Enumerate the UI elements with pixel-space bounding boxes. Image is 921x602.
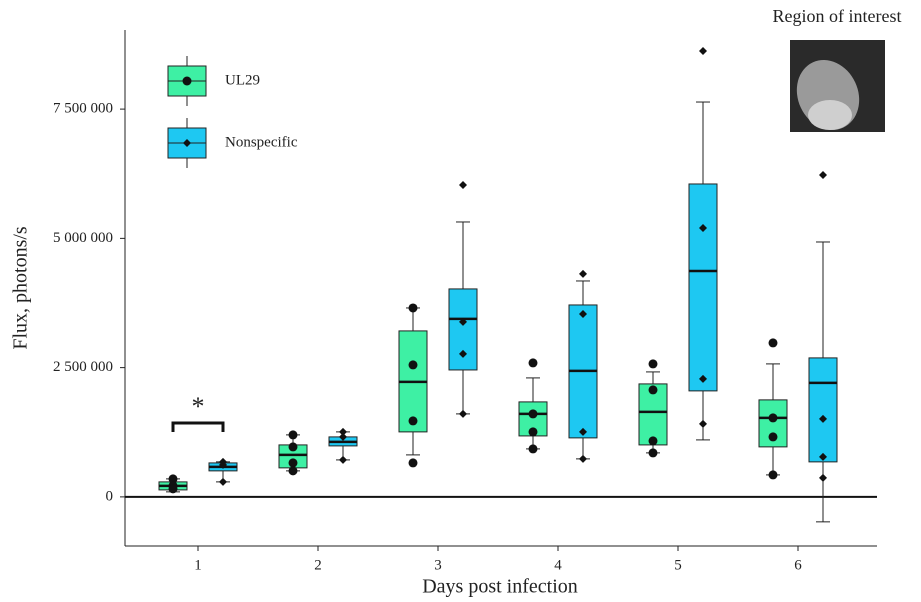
point (648, 448, 658, 458)
x-tick-label: 3 (434, 557, 442, 573)
point (819, 170, 827, 179)
point (339, 455, 347, 464)
point (699, 419, 707, 428)
point (339, 432, 347, 441)
y-tick-label: 5 000 000 (53, 230, 113, 246)
x-axis-title: Days post infection (422, 576, 578, 598)
y-tick-label: 2 500 000 (53, 359, 113, 375)
point (648, 436, 658, 446)
point (288, 430, 298, 440)
point (579, 454, 587, 463)
point (648, 385, 658, 395)
point (819, 452, 827, 461)
annotation: * (192, 392, 205, 421)
point (459, 349, 467, 358)
point (579, 269, 587, 278)
point (339, 427, 347, 436)
point (288, 458, 298, 468)
inset-label: Region of interest (773, 6, 902, 26)
y-axis-title: Flux, photons/s (10, 226, 32, 350)
point (579, 309, 587, 318)
point (408, 303, 418, 313)
x-tick-label: 1 (194, 557, 202, 573)
point (699, 223, 707, 232)
x-tick-label: 6 (794, 557, 802, 573)
y-tick-label: 0 (106, 488, 114, 504)
point (528, 427, 538, 437)
point (768, 338, 778, 348)
point (528, 409, 538, 419)
point (219, 477, 227, 486)
x-tick-label: 2 (314, 557, 322, 573)
x-tick-label: 4 (554, 557, 562, 573)
point (459, 409, 467, 418)
x-tick-label: 5 (674, 557, 682, 573)
point (648, 359, 658, 369)
point (408, 458, 418, 468)
point (459, 181, 467, 190)
point (528, 358, 538, 368)
point (219, 460, 227, 469)
legend-marker (183, 139, 191, 147)
inset-image (790, 40, 885, 132)
point (699, 374, 707, 383)
point (699, 46, 707, 55)
legend-label: Nonspecific (225, 134, 298, 150)
point (459, 317, 467, 326)
point (408, 416, 418, 426)
point (288, 466, 298, 476)
point (408, 360, 418, 370)
point (768, 413, 778, 423)
point (579, 427, 587, 436)
significance-bracket (171, 421, 225, 432)
box (688, 183, 718, 392)
point (168, 474, 178, 484)
point (819, 473, 827, 482)
box (808, 357, 838, 463)
y-tick-label: 7 500 000 (53, 101, 113, 117)
point (528, 444, 538, 454)
point (768, 470, 778, 480)
point (768, 432, 778, 442)
point (168, 484, 178, 494)
point (288, 442, 298, 452)
point (819, 414, 827, 423)
legend-marker (182, 76, 192, 86)
legend-label: UL29 (225, 72, 260, 88)
